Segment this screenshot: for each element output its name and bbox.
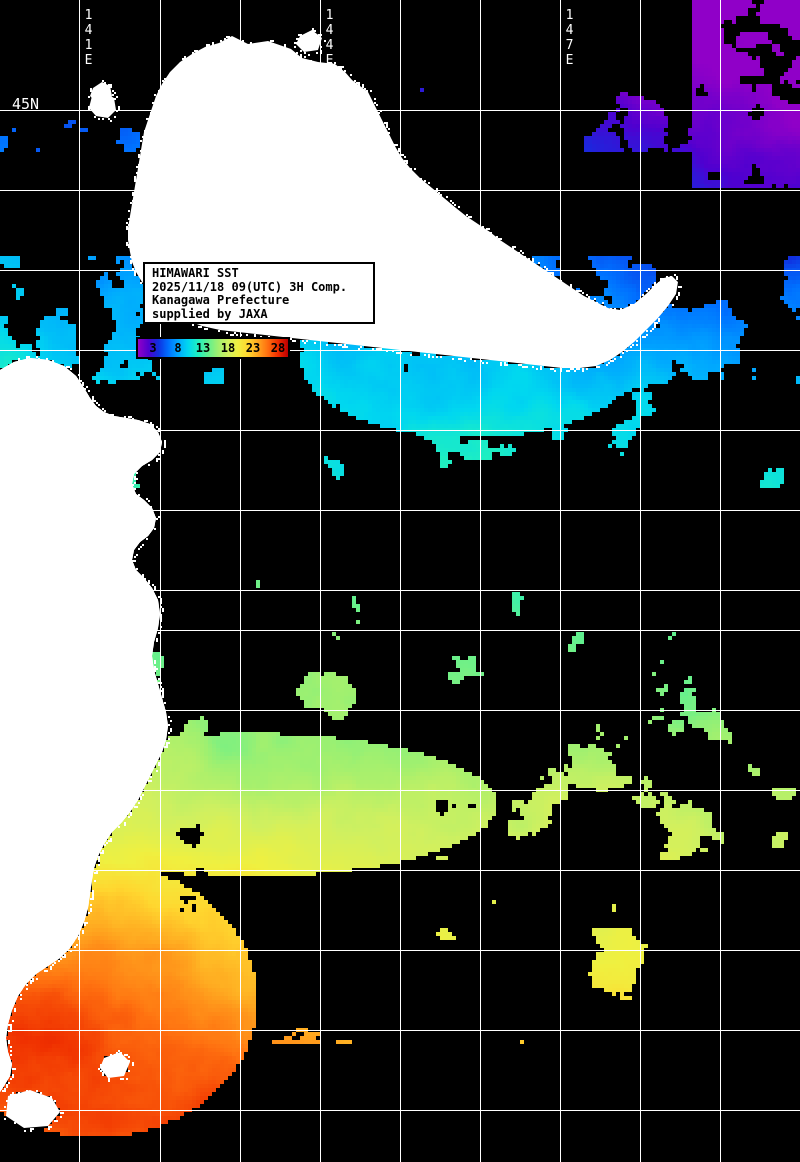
legend-tick: 28 (270, 341, 286, 355)
legend-tick: 18 (220, 341, 236, 355)
legend-tick: 23 (245, 341, 261, 355)
info-box: HIMAWARI SST 2025/11/18 09(UTC) 3H Comp.… (143, 262, 375, 324)
info-title: HIMAWARI SST (152, 266, 239, 280)
legend-tick: 8 (174, 341, 182, 355)
info-source: supplied by JAXA (152, 306, 268, 321)
color-scale-ticks: 3 8 13 18 23 28 (138, 339, 288, 357)
info-timestamp: 2025/11/18 09(UTC) 3H Comp. (152, 279, 348, 294)
color-scale-legend: 3 8 13 18 23 28 (136, 337, 290, 359)
color-scale-bar (138, 339, 288, 357)
legend-tick: 3 (149, 341, 157, 355)
legend-tick: 13 (195, 341, 211, 355)
info-region: Kanagawa Prefecture (152, 293, 290, 307)
